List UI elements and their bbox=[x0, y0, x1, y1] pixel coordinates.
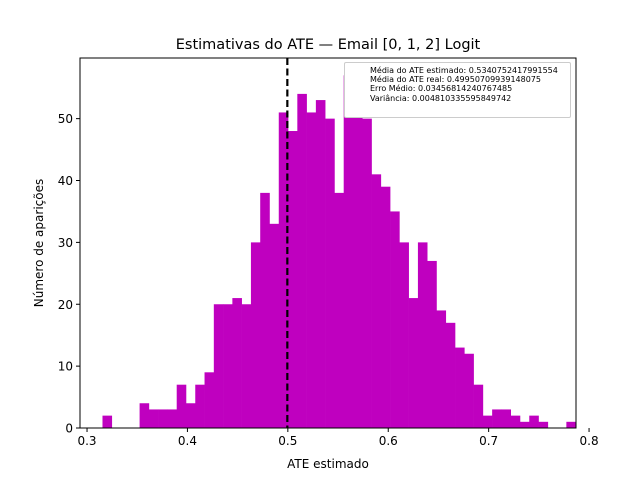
histogram-bar bbox=[519, 421, 530, 428]
histogram-bars bbox=[102, 75, 576, 428]
histogram-bar bbox=[445, 322, 456, 428]
histogram-bar bbox=[343, 75, 354, 428]
histogram-bar bbox=[473, 384, 484, 428]
histogram-bar bbox=[352, 81, 363, 428]
histogram-bar bbox=[195, 384, 205, 428]
y-tick-label: 30 bbox=[58, 236, 73, 250]
histogram-bar bbox=[529, 415, 539, 428]
histogram-bar bbox=[176, 384, 187, 428]
x-tick-label: 0.8 bbox=[580, 434, 599, 448]
legend-mean-real-ate: Média do ATE real: 0.49950709939148075 bbox=[370, 75, 541, 85]
histogram-bar bbox=[213, 304, 224, 428]
histogram-bar bbox=[148, 409, 159, 428]
histogram-bar bbox=[334, 192, 345, 428]
histogram-bar bbox=[185, 403, 196, 428]
histogram-bar bbox=[269, 223, 280, 428]
histogram-bar bbox=[102, 415, 113, 428]
histogram-bar bbox=[362, 118, 372, 428]
x-tick-label: 0.5 bbox=[278, 434, 297, 448]
x-tick-label: 0.7 bbox=[479, 434, 498, 448]
y-tick-label: 0 bbox=[65, 422, 73, 436]
y-tick-label: 20 bbox=[58, 298, 73, 312]
histogram-bar bbox=[278, 112, 289, 428]
histogram-bar bbox=[297, 93, 307, 428]
y-tick-label: 50 bbox=[58, 112, 73, 126]
legend-mean-error: Erro Médio: 0.03456814240767485 bbox=[370, 84, 513, 94]
x-axis-label: ATE estimado bbox=[287, 457, 369, 471]
histogram-bar bbox=[250, 242, 261, 428]
histogram-bar bbox=[482, 415, 493, 428]
histogram-bar bbox=[232, 298, 242, 428]
y-tick-label: 10 bbox=[58, 360, 73, 374]
histogram-bar bbox=[390, 211, 400, 428]
histogram-bar bbox=[380, 186, 391, 428]
histogram-bar bbox=[223, 304, 233, 428]
histogram-bar bbox=[241, 304, 252, 428]
y-axis-ticks: 0 10 20 30 40 50 bbox=[58, 112, 80, 436]
histogram-bar bbox=[501, 409, 511, 428]
histogram-bar bbox=[427, 260, 437, 428]
legend-variance: Variância: 0.004810335595849742 bbox=[370, 93, 512, 103]
histogram-bar bbox=[325, 118, 335, 428]
legend-mean-estimated-ate: Média do ATE estimado: 0.534075241799155… bbox=[370, 66, 558, 75]
histogram-bar bbox=[204, 372, 215, 428]
histogram-bar bbox=[492, 409, 502, 428]
x-tick-label: 0.6 bbox=[379, 434, 398, 448]
histogram-bar bbox=[417, 242, 428, 428]
stats-legend: Média do ATE estimado: 0.534075241799155… bbox=[344, 62, 571, 118]
x-axis-ticks: 0.3 0.4 0.5 0.6 0.7 0.8 bbox=[77, 428, 599, 448]
histogram-bar bbox=[288, 131, 298, 428]
x-tick-label: 0.3 bbox=[77, 434, 96, 448]
plot-frame bbox=[79, 57, 577, 429]
x-tick-label: 0.4 bbox=[178, 434, 197, 448]
histogram-bar bbox=[371, 174, 382, 428]
histogram-bar bbox=[139, 403, 150, 428]
histogram-bar bbox=[464, 353, 474, 428]
y-axis-label: Número de aparições bbox=[32, 179, 46, 307]
histogram-bar bbox=[399, 242, 409, 428]
histogram-bar bbox=[455, 347, 465, 428]
histogram-bar bbox=[538, 421, 549, 428]
chart-title: Estimativas do ATE — Email [0, 1, 2] Log… bbox=[176, 37, 481, 53]
histogram-bar bbox=[167, 409, 178, 428]
histogram-bar bbox=[260, 192, 270, 428]
histogram-bar bbox=[566, 421, 576, 428]
histogram-bar bbox=[158, 409, 168, 428]
histogram-bar bbox=[408, 298, 419, 428]
histogram-bar bbox=[436, 310, 447, 428]
histogram-bar bbox=[306, 112, 317, 428]
histogram-bar bbox=[510, 415, 521, 428]
histogram-bar bbox=[315, 100, 326, 428]
y-tick-label: 40 bbox=[58, 174, 73, 188]
